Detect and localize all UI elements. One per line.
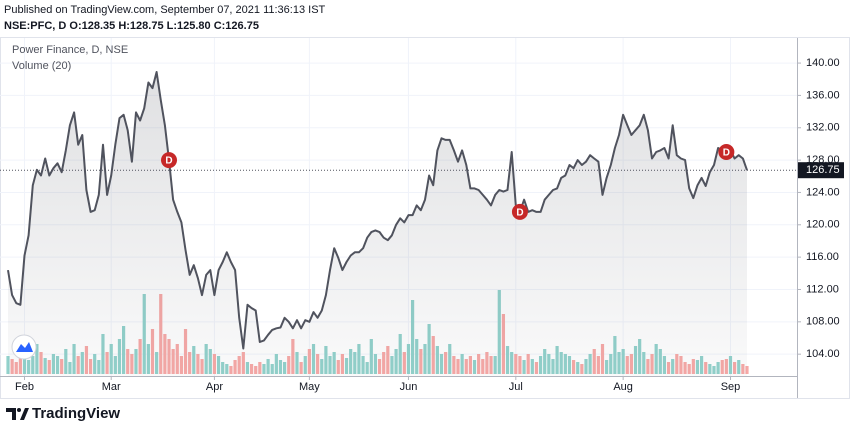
y-tick-label: 108.00 [806,316,840,328]
last-price-label: 126.75 [806,164,840,176]
x-tick-label: Aug [613,381,633,393]
dividend-label: D [723,148,730,159]
y-tick-label: 124.00 [806,186,840,198]
brand-name: TradingView [32,405,120,422]
y-tick-label: 104.00 [806,348,840,360]
price-area [8,72,747,376]
legend-volume: Volume (20) [12,60,71,72]
price-line [7,71,748,350]
y-tick-label: 112.00 [806,283,839,295]
axes-layer: 104.00108.00112.00116.00120.00124.00128.… [15,57,844,393]
x-tick-label: Mar [102,381,121,393]
x-tick-label: Feb [15,381,34,393]
dividend-marker [511,203,528,220]
dividend-label: D [165,156,172,167]
y-tick-label: 132.00 [806,122,840,134]
x-tick-label: Sep [721,381,741,393]
published-line: Published on TradingView.com, September … [4,4,326,16]
y-tick-label: 120.00 [806,219,840,231]
x-tick-label: Jul [509,381,523,393]
dividend-marker [161,152,178,169]
x-tick-label: Jun [400,381,418,393]
x-tick-label: May [299,381,320,393]
y-tick-label: 116.00 [806,251,839,263]
legend-title: Power Finance, D, NSE [12,44,128,56]
dividend-label: D [516,207,523,218]
last-price-box [798,162,844,179]
x-tick-label: Apr [206,381,223,393]
brand-logo [6,408,29,420]
price-layer: D D D [0,71,797,376]
y-tick-label: 136.00 [806,89,840,101]
toggle-icon[interactable] [11,334,37,360]
y-tick-label: 140.00 [806,57,840,69]
ohlc-line: NSE:PFC, D O:128.35 H:128.75 L:125.80 C:… [4,20,259,32]
dividend-marker [718,144,735,161]
